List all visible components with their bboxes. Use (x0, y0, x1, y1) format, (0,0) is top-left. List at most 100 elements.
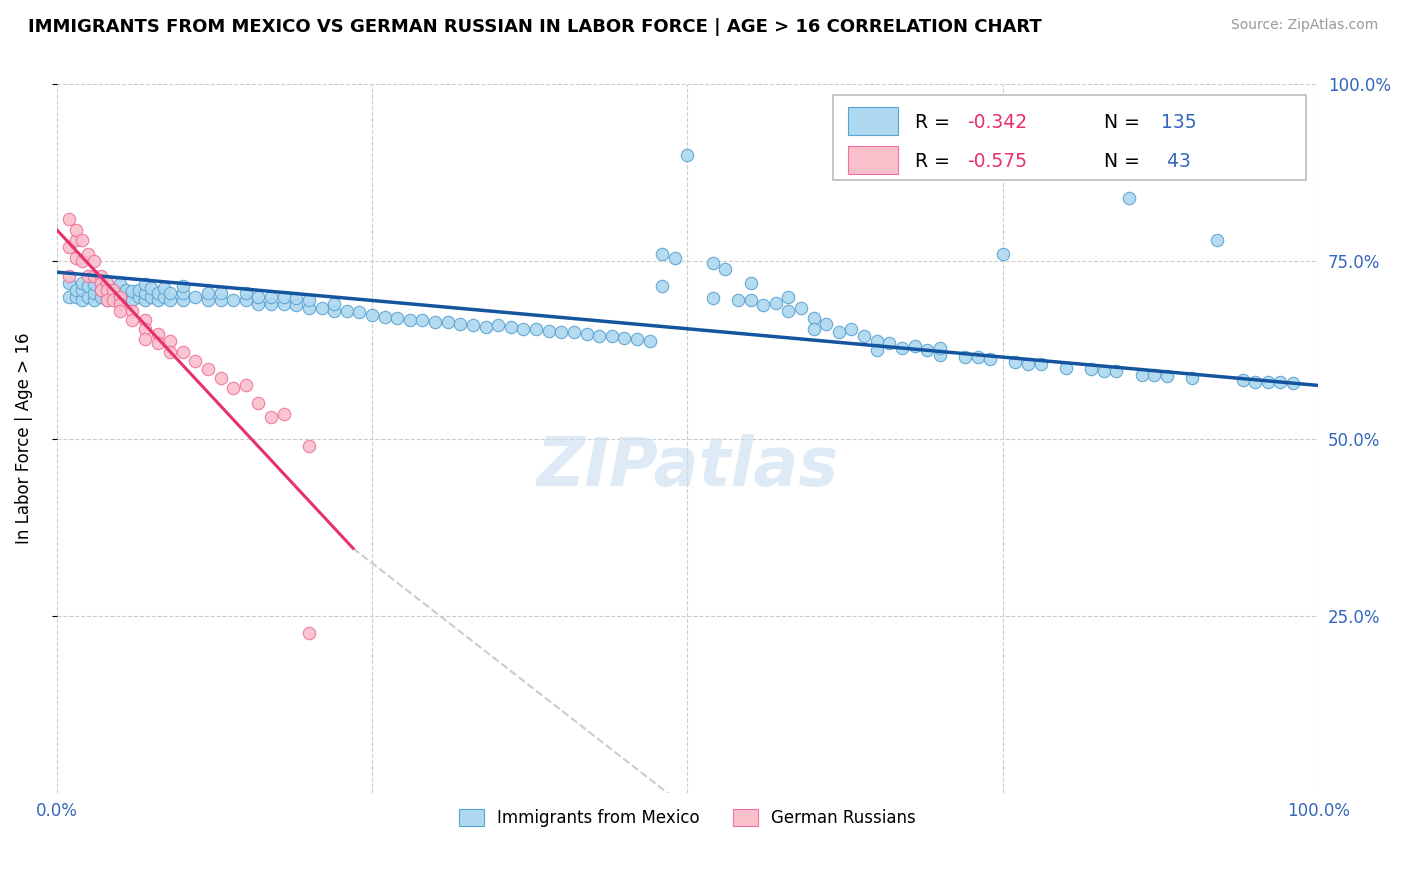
Point (890, 341, 912, 355)
Point (1257, 375, 1279, 389)
Point (108, 293, 131, 308)
Point (65, 222, 87, 236)
Point (1270, 375, 1292, 389)
Point (361, 308, 384, 322)
Point (474, 319, 496, 334)
Point (1029, 357, 1052, 371)
Point (436, 315, 458, 329)
Point (1130, 368, 1153, 382)
Point (399, 312, 422, 326)
Bar (848, 145, 898, 174)
Point (159, 334, 181, 348)
Text: 43: 43 (1160, 152, 1191, 171)
Point (1244, 375, 1267, 389)
Point (449, 317, 471, 331)
Point (159, 345, 181, 359)
Point (273, 290, 295, 304)
Point (336, 304, 359, 318)
Point (128, 290, 150, 304)
Point (727, 293, 749, 308)
Point (778, 290, 800, 304)
Point (65, 233, 87, 247)
Point (146, 293, 169, 308)
Point (172, 345, 194, 359)
Point (134, 312, 156, 326)
Point (77, 279, 100, 293)
Point (134, 277, 156, 292)
Point (702, 291, 724, 305)
Point (90, 283, 112, 297)
Point (600, 329, 623, 343)
Point (108, 297, 131, 311)
Point (83, 286, 105, 301)
Point (235, 378, 257, 392)
Point (58, 276, 80, 290)
Point (197, 286, 219, 301)
Point (172, 286, 194, 301)
Point (197, 362, 219, 376)
Point (134, 322, 156, 336)
Point (953, 350, 976, 364)
Point (77, 290, 100, 304)
Point (172, 293, 194, 308)
Point (121, 293, 143, 308)
Point (260, 290, 283, 304)
Point (866, 343, 889, 357)
Text: IMMIGRANTS FROM MEXICO VS GERMAN RUSSIAN IN LABOR FORCE | AGE > 16 CORRELATION C: IMMIGRANTS FROM MEXICO VS GERMAN RUSSIAN… (28, 18, 1042, 36)
Point (778, 304, 800, 318)
Point (486, 318, 509, 333)
Point (58, 290, 80, 304)
Bar (848, 107, 898, 135)
Point (903, 339, 925, 353)
Point (222, 293, 245, 308)
Point (260, 410, 283, 425)
Point (740, 276, 762, 290)
Point (121, 285, 143, 299)
Point (524, 322, 547, 336)
Point (740, 293, 762, 308)
Point (96, 283, 118, 297)
Point (374, 310, 396, 324)
Point (70, 233, 93, 247)
Point (184, 290, 207, 304)
Point (790, 301, 813, 315)
Point (184, 353, 207, 368)
Point (70, 276, 93, 290)
Point (765, 295, 787, 310)
Point (1181, 371, 1204, 385)
Point (1232, 374, 1254, 388)
Point (550, 326, 572, 340)
Point (65, 290, 87, 304)
Point (153, 290, 176, 304)
Point (96, 293, 118, 308)
Point (866, 334, 889, 348)
Y-axis label: In Labor Force | Age > 16: In Labor Force | Age > 16 (15, 333, 32, 544)
Point (915, 343, 938, 357)
Point (562, 326, 585, 340)
Point (1118, 191, 1140, 205)
Point (537, 324, 560, 338)
Text: 135: 135 (1160, 112, 1197, 132)
Text: -0.342: -0.342 (967, 112, 1028, 132)
Point (273, 297, 295, 311)
Point (1206, 233, 1229, 247)
Point (222, 380, 245, 394)
Point (141, 290, 163, 304)
Point (90, 283, 112, 297)
Point (285, 298, 308, 312)
Point (638, 334, 661, 348)
Point (108, 290, 131, 304)
Point (613, 331, 636, 345)
Point (83, 293, 105, 308)
Point (121, 312, 143, 326)
Point (172, 279, 194, 293)
Point (103, 283, 125, 297)
Point (1054, 360, 1077, 375)
Text: R =: R = (914, 112, 956, 132)
Point (58, 212, 80, 227)
Point (298, 293, 321, 308)
Point (979, 352, 1001, 367)
Point (159, 286, 181, 301)
Point (853, 329, 876, 343)
Point (96, 276, 118, 290)
